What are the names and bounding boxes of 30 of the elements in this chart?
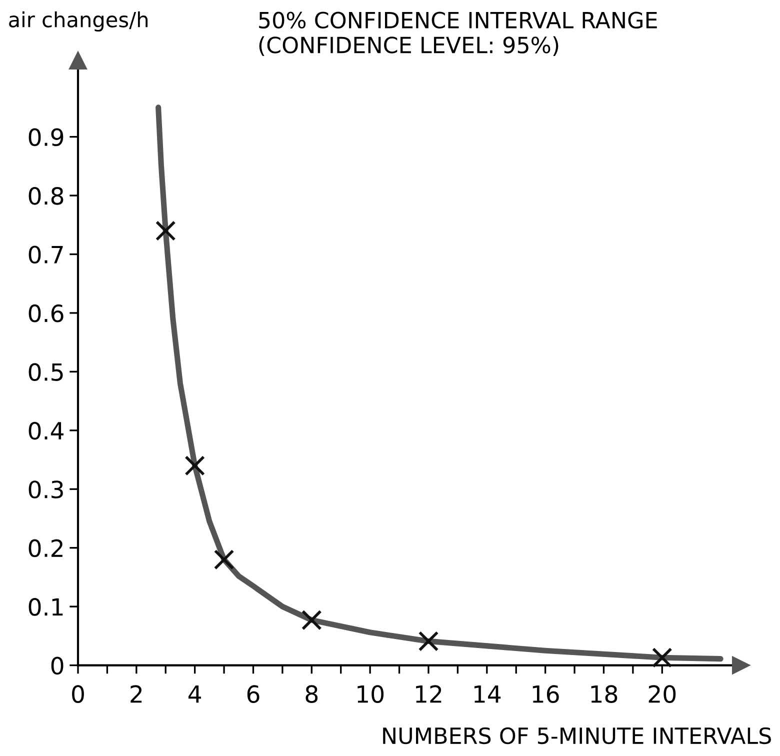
- y-tick-label: 0.4: [28, 422, 64, 440]
- y-tick-label: 0.7: [28, 246, 63, 264]
- y-tick-label: 0.9: [28, 128, 64, 146]
- x-tick-label: 4: [188, 685, 202, 703]
- y-tick-label: 0.6: [28, 304, 64, 322]
- x-tick-label: 8: [306, 685, 318, 703]
- y-tick-label: 0.8: [28, 186, 64, 205]
- x-tick-label: 2: [130, 685, 142, 703]
- y-tick-label: 0.2: [28, 539, 62, 558]
- x-tick-label: 18: [591, 685, 618, 703]
- point: [418, 631, 439, 652]
- point: [652, 647, 672, 668]
- y-tick-label: 0.3: [28, 480, 63, 498]
- y-axis-title: air changes/h: [9, 11, 148, 32]
- point: [184, 455, 205, 476]
- x-tick-label: 20: [648, 685, 676, 703]
- point: [155, 220, 176, 241]
- point: [301, 610, 322, 630]
- x-tick-label: 10: [358, 685, 384, 703]
- point: [214, 549, 234, 570]
- x-tick-label: 0: [72, 685, 84, 703]
- y-tick-label: 0: [51, 656, 64, 675]
- x-axis-title: NUMBERS OF 5-MINUTE INTERVALS: [383, 727, 771, 744]
- x-tick-label: 16: [532, 685, 559, 703]
- x-tick-label: 6: [247, 685, 260, 703]
- y-tick-label: 0.5: [28, 363, 63, 381]
- x-tick-label: 14: [474, 685, 501, 703]
- y-tick-label: 0.1: [28, 598, 63, 616]
- x-tick-label: 12: [416, 685, 442, 703]
- chart-title: 50% CONFIDENCE INTERVAL RANGE (CONFIDENCE LEVEL: 95%): [259, 12, 657, 56]
